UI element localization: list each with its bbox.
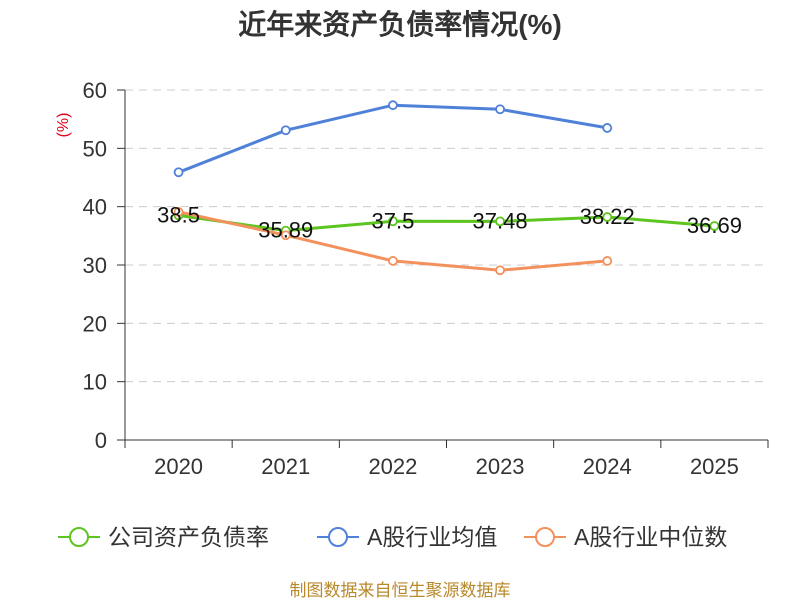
- series-2: [173, 207, 613, 276]
- y-tick-label: 10: [83, 370, 107, 395]
- legend: 公司资产负债率 A股行业均值 A股行业中位数: [58, 524, 727, 550]
- legend-circle-icon: [69, 527, 89, 547]
- data-label: 36.69: [687, 213, 742, 238]
- x-tick-label: 2023: [476, 454, 525, 479]
- legend-label: A股行业均值: [367, 524, 497, 550]
- legend-item-0[interactable]: 公司资产负债率: [58, 524, 269, 550]
- data-point: [709, 221, 720, 231]
- data-label: 35.89: [258, 218, 313, 243]
- series-0: [173, 210, 720, 236]
- data-label: 37.5: [372, 208, 415, 233]
- series-line-0: [178, 213, 715, 233]
- legend-label: A股行业中位数: [574, 524, 727, 550]
- data-point: [173, 207, 184, 217]
- data-point: [388, 216, 398, 227]
- x-tick-label: 2021: [261, 454, 310, 479]
- x-tick-label: 2025: [690, 454, 739, 479]
- data-label: 38.22: [580, 204, 635, 229]
- data-label: 38.5: [157, 202, 200, 227]
- legend-circle-icon: [328, 527, 348, 547]
- data-point: [495, 265, 505, 276]
- x-tick-label: 2022: [368, 454, 417, 479]
- data-labels: 38.5 35.89 37.5 37.48 38.22 36.69: [157, 202, 742, 242]
- y-axis-label: (%): [55, 113, 72, 138]
- series-layer: [173, 100, 720, 276]
- chart-title: 近年来资产负债率情况(%): [238, 8, 562, 40]
- legend-item-1[interactable]: A股行业均值: [317, 524, 497, 550]
- data-point: [173, 167, 184, 178]
- data-point: [388, 100, 398, 111]
- data-point: [495, 104, 505, 115]
- data-point: [602, 123, 613, 133]
- data-point: [280, 125, 291, 136]
- data-point: [495, 216, 505, 227]
- y-tick-label: 30: [83, 253, 107, 278]
- y-tick-label: 40: [83, 195, 107, 220]
- data-point: [602, 212, 613, 222]
- data-point: [280, 230, 291, 241]
- y-tick-label: 60: [83, 78, 107, 103]
- data-point: [388, 256, 398, 266]
- legend-circle-icon: [535, 527, 555, 547]
- series-1: [173, 100, 613, 178]
- source-footer: 制图数据来自恒生聚源数据库: [290, 581, 511, 600]
- axes: 0 10 20 30 40 50 60 2020 2021 2022 2023 2024 2025 (%): [55, 78, 769, 479]
- y-tick-label: 50: [83, 136, 107, 161]
- series-line-1: [178, 103, 608, 174]
- x-tick-label: 2024: [583, 454, 632, 479]
- data-point: [602, 256, 613, 266]
- gridlines: [125, 89, 768, 383]
- y-tick-label: 0: [95, 428, 107, 453]
- x-tick-label: 2020: [154, 454, 203, 479]
- y-tick-label: 20: [83, 311, 107, 336]
- data-label: 37.48: [473, 208, 528, 233]
- legend-item-2[interactable]: A股行业中位数: [524, 524, 727, 550]
- legend-label: 公司资产负债率: [108, 524, 269, 550]
